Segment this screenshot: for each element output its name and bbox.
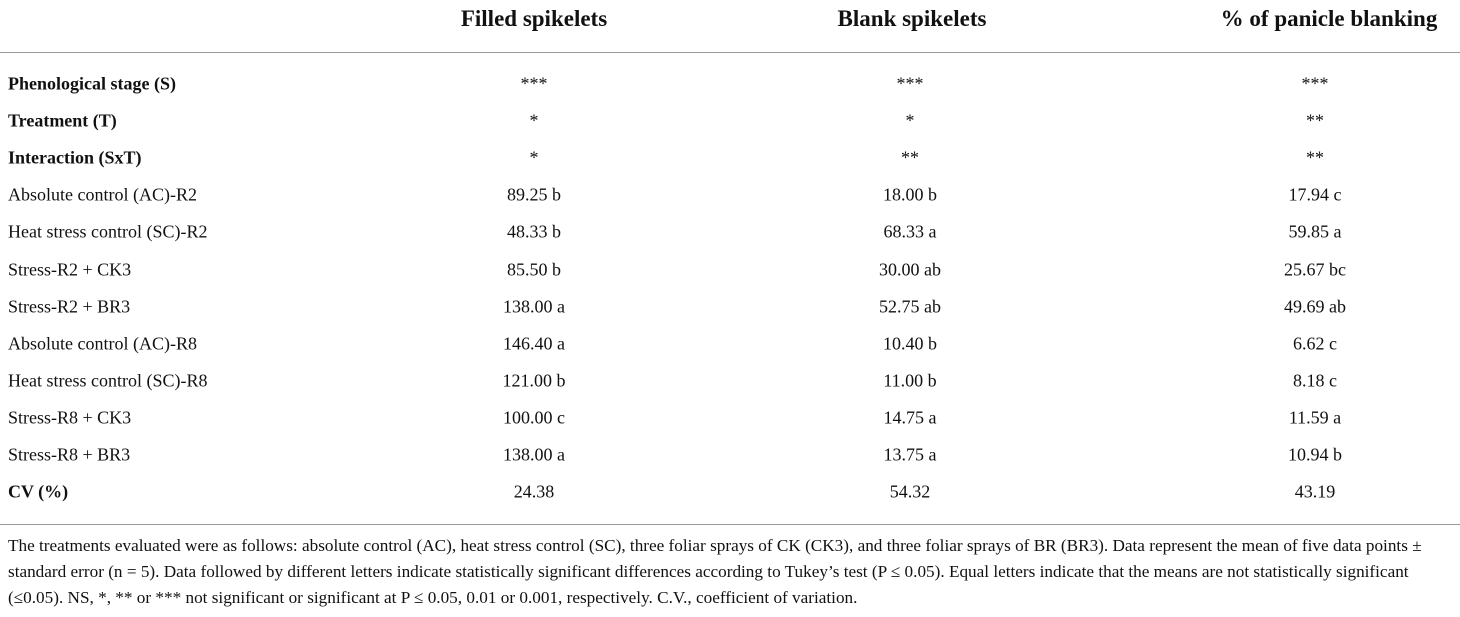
row-label: Heat stress control (SC)-R8 — [8, 370, 208, 391]
cell-value: 138.00 a — [503, 296, 565, 317]
cell-value: 59.85 a — [1288, 221, 1342, 242]
cell-value: 85.50 b — [507, 259, 561, 279]
row-label: Stress-R2 + BR3 — [8, 296, 131, 317]
cell-value: *** — [1301, 73, 1329, 94]
cell-value: 54.32 — [889, 481, 931, 502]
row-label: Treatment (T) — [8, 110, 117, 131]
row-label: Absolute control (AC)-R8 — [8, 333, 197, 354]
cell-value: ** — [1306, 147, 1324, 168]
cell-value: ** — [901, 147, 919, 168]
bottom-rule — [0, 524, 1460, 525]
cell-value: 8.18 c — [1293, 370, 1337, 391]
row-label: Stress-R8 + CK3 — [8, 407, 132, 428]
cell-value: 138.00 a — [503, 444, 565, 465]
cell-value: 49.69 ab — [1284, 296, 1346, 317]
row-label: Absolute control (AC)-R2 — [8, 184, 197, 205]
cell-value: 146.40 a — [503, 333, 565, 354]
row-label: Stress-R8 + BR3 — [8, 444, 131, 465]
row-label: Phenological stage (S) — [8, 73, 176, 94]
cell-value: 17.94 c — [1288, 184, 1342, 205]
cell-value: 10.94 b — [1288, 444, 1342, 465]
cell-value: *** — [520, 73, 548, 94]
cell-value: 68.33 a — [883, 221, 937, 242]
cell-value: 11.00 b — [883, 370, 937, 391]
cell-value: * — [529, 110, 539, 131]
row-label: Stress-R2 + CK3 — [8, 259, 132, 279]
cell-value: ** — [1306, 110, 1324, 131]
column-header: Blank spikelets — [837, 6, 987, 31]
cell-value: 10.40 b — [883, 333, 937, 354]
cell-value: 89.25 b — [507, 184, 561, 205]
cell-value: *** — [896, 73, 924, 94]
row-label: Interaction (SxT) — [8, 147, 142, 168]
cell-value: 24.38 — [513, 481, 555, 502]
header-rule — [0, 52, 1460, 53]
row-label: CV (%) — [8, 481, 69, 502]
cell-value: 52.75 ab — [879, 296, 941, 317]
cell-value: 18.00 b — [883, 184, 937, 205]
cell-value: 6.62 c — [1293, 333, 1337, 354]
cell-value: 48.33 b — [507, 221, 561, 242]
cell-value: * — [529, 147, 539, 168]
footnote: The treatments evaluated were as follows… — [8, 536, 1422, 607]
column-header: % of panicle blanking — [1220, 6, 1438, 31]
cell-value: 14.75 a — [883, 407, 937, 428]
cell-value: 43.19 — [1294, 481, 1336, 502]
cell-value: 100.00 c — [503, 407, 565, 428]
column-header: Filled spikelets — [460, 6, 608, 31]
cell-value: * — [905, 110, 915, 131]
cell-value: 13.75 a — [883, 444, 937, 465]
row-label: Heat stress control (SC)-R2 — [8, 221, 208, 242]
cell-value: 11.59 a — [1288, 407, 1342, 428]
cell-value: 30.00 ab — [879, 259, 941, 279]
cell-value: 121.00 b — [502, 370, 566, 391]
cell-value: 25.67 bc — [1284, 259, 1346, 279]
